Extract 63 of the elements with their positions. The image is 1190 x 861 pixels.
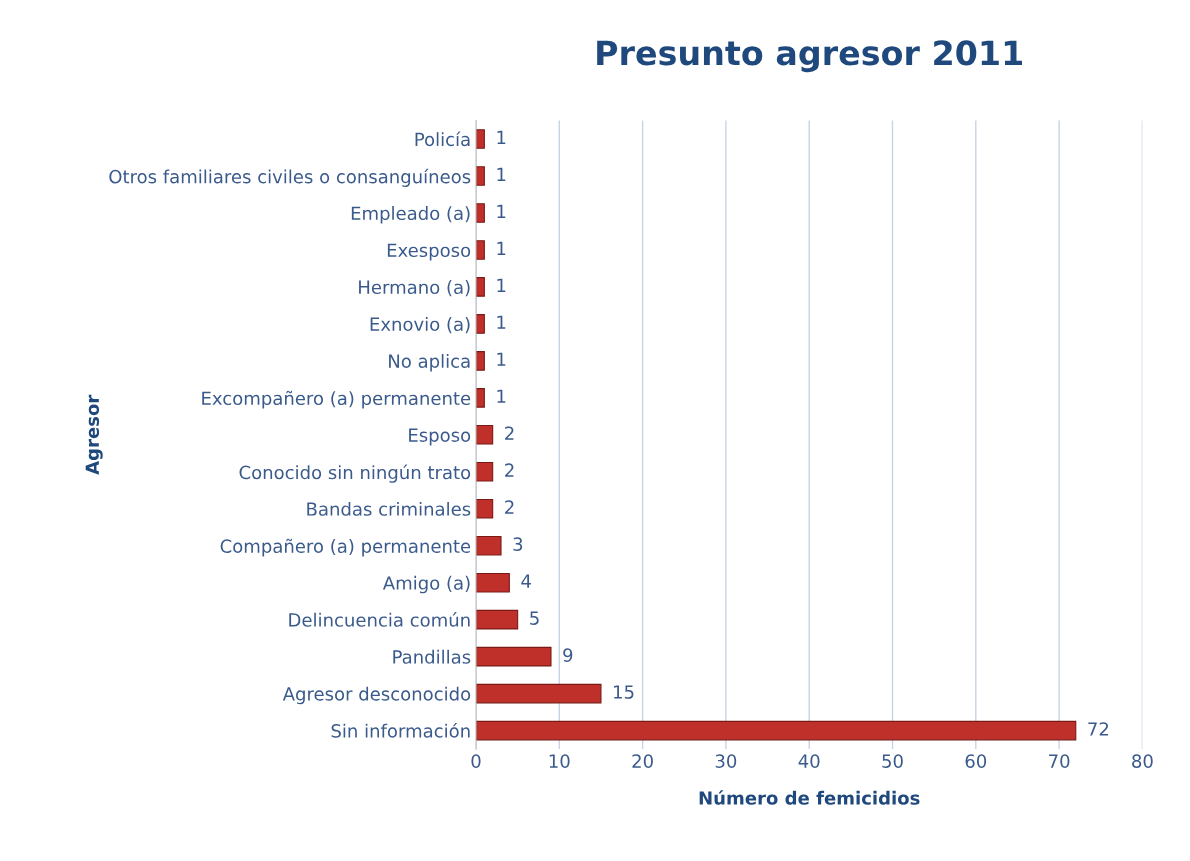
x-tick-label: 20 (632, 754, 653, 768)
bar (476, 240, 485, 260)
data-label: 5 (530, 611, 539, 625)
y-tick-label: Bandas criminales (307, 501, 471, 516)
data-label: 2 (505, 426, 514, 440)
x-tick-label: 50 (882, 754, 903, 768)
bar (476, 646, 552, 667)
y-tick-label: Sin información (331, 723, 470, 738)
y-tick-label: Otros familiares civiles o consanguíneos (109, 168, 471, 187)
bar (476, 609, 519, 630)
y-tick-label: Exnovio (a) (370, 317, 470, 334)
x-tick-label: 10 (549, 754, 570, 768)
data-label: 1 (497, 278, 506, 292)
bar (476, 720, 1077, 741)
bar (476, 166, 485, 186)
y-axis-title: Agresor (85, 394, 103, 475)
data-label: 15 (614, 685, 634, 699)
x-tick-label: 70 (1049, 754, 1070, 768)
y-tick-label: Delincuencia común (289, 612, 470, 627)
y-tick-label: Empleado (a) (351, 206, 470, 224)
data-label: 1 (497, 352, 506, 366)
x-tick-label: 0 (471, 754, 481, 768)
data-label: 2 (505, 463, 514, 477)
data-label: 1 (497, 130, 506, 145)
y-tick-label: Excompañero (a) permanente (202, 390, 471, 409)
bar (476, 129, 485, 149)
data-label: 1 (497, 167, 506, 181)
data-label: 2 (505, 500, 514, 514)
x-tick-label: 60 (965, 754, 987, 768)
bar (476, 461, 494, 482)
y-tick-label: Hermano (a) (359, 280, 470, 297)
data-label: 4 (521, 574, 531, 588)
bar (476, 498, 494, 519)
bar (476, 203, 485, 223)
y-tick-label: Agresor desconocido (282, 686, 471, 705)
x-tick-label: 80 (1132, 754, 1153, 768)
data-label: 1 (497, 204, 506, 218)
x-tick-label: 40 (798, 754, 820, 768)
y-tick-label: No aplica (389, 354, 470, 372)
bar (476, 425, 494, 445)
data-label: 9 (563, 648, 573, 662)
y-tick-label: Compañero (a) permanente (220, 538, 471, 557)
y-tick-label: Amigo (a) (382, 575, 470, 594)
bar (476, 314, 485, 334)
bar (476, 683, 602, 704)
y-tick-label: Policía (415, 131, 470, 147)
bar (476, 572, 510, 593)
bar (476, 388, 485, 408)
y-tick-label: Esposo (409, 428, 471, 446)
data-label: 72 (1088, 722, 1109, 736)
x-axis-title: Número de femicidios (699, 790, 920, 805)
bar (476, 277, 485, 297)
data-label: 1 (497, 241, 506, 255)
chart-title: Presunto agresor 2011 (597, 40, 1022, 73)
data-label: 1 (497, 389, 506, 403)
y-tick-label: Conocido sin ningún trato (239, 464, 471, 483)
data-label: 1 (497, 315, 506, 329)
data-label: 3 (513, 537, 523, 551)
y-tick-label: Pandillas (393, 649, 471, 664)
y-tick-label: Exesposo (387, 243, 471, 261)
bar (476, 351, 485, 371)
bar (476, 535, 502, 556)
x-tick-label: 30 (715, 754, 737, 768)
